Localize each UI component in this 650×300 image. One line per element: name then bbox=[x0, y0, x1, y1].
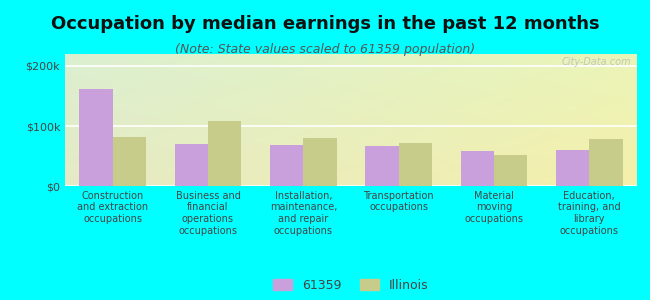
Text: City-Data.com: City-Data.com bbox=[562, 57, 631, 67]
Bar bbox=[398, 143, 432, 186]
Bar bbox=[112, 137, 146, 186]
Bar bbox=[461, 151, 494, 186]
Bar bbox=[494, 155, 527, 186]
Bar bbox=[270, 145, 304, 186]
Bar bbox=[556, 150, 590, 186]
Text: Occupation by median earnings in the past 12 months: Occupation by median earnings in the pas… bbox=[51, 15, 599, 33]
Bar bbox=[590, 139, 623, 186]
Bar bbox=[79, 89, 112, 186]
Bar bbox=[304, 138, 337, 186]
Text: (Note: State values scaled to 61359 population): (Note: State values scaled to 61359 popu… bbox=[175, 44, 475, 56]
Bar bbox=[175, 144, 208, 186]
Bar bbox=[208, 121, 241, 186]
Bar bbox=[365, 146, 398, 186]
Legend: 61359, Illinois: 61359, Illinois bbox=[268, 274, 434, 297]
